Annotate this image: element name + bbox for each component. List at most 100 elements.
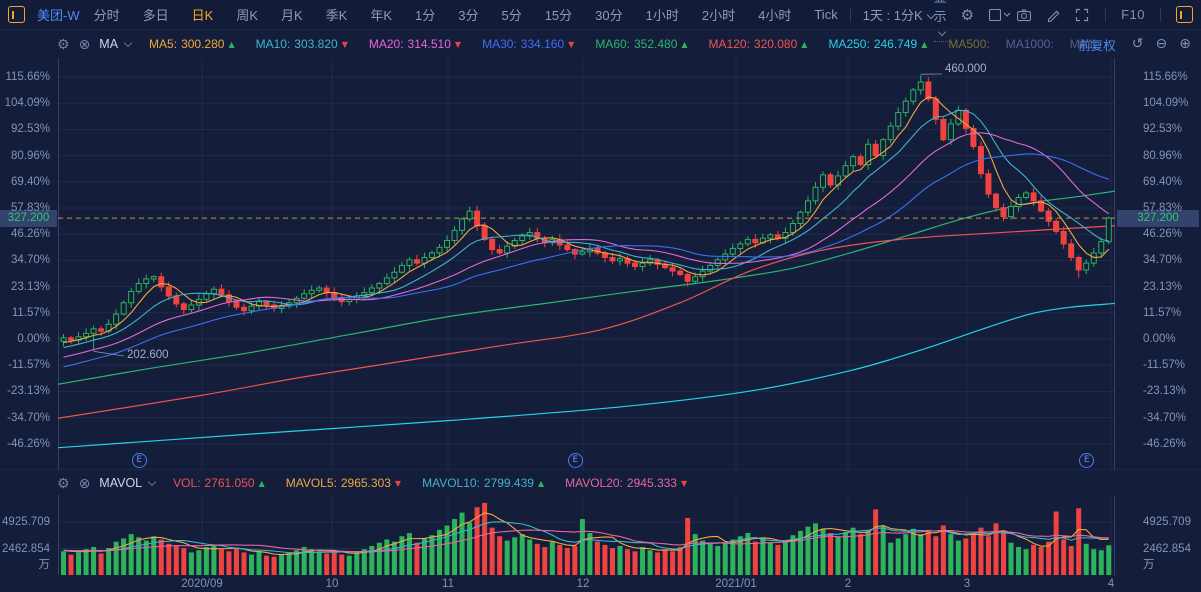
indicator-label: MA500: (948, 37, 990, 51)
indicator-item-MA500[interactable]: MA500: (948, 37, 989, 51)
price-axis-label-left: 57.83% (10, 202, 50, 214)
price-axis-label-left: -11.57% (8, 359, 50, 372)
price-annotation-peak: 460.000 (945, 63, 987, 75)
price-axis-label-right: -34.70% (1143, 411, 1186, 424)
settings-gear-icon[interactable]: ⚙ (960, 5, 975, 24)
earnings-event-marker[interactable]: E (1079, 453, 1095, 468)
symbol-title[interactable]: 美团-W (37, 8, 80, 23)
reset-view-icon[interactable]: ↺ (1131, 36, 1144, 52)
vol-remove-icon[interactable]: ⊗ (78, 474, 91, 491)
earnings-event-marker[interactable]: E (131, 453, 147, 468)
custom-period-selector[interactable]: 1天 : 1分K (862, 5, 935, 24)
indicator-item-MA30[interactable]: MA30: 334.160 ▼ (482, 37, 574, 51)
f10-button[interactable]: F10 (1121, 7, 1145, 22)
toolbar-right: 显示 ⚙ F10 (933, 0, 1193, 42)
indicator-value: 2799.439 (483, 475, 534, 490)
tab-Tick[interactable]: Tick (814, 7, 838, 22)
tab-2小时[interactable]: 2小时 (701, 8, 736, 23)
panel-handle-icon[interactable] (1176, 6, 1193, 23)
tab-1分[interactable]: 1分 (415, 8, 436, 23)
ma60-line (58, 190, 1115, 385)
tab-15分[interactable]: 15分 (544, 8, 573, 23)
trend-down-icon: ▼ (341, 40, 348, 49)
tab-季K[interactable]: 季K (325, 8, 348, 23)
adjust-mode-button[interactable]: 前复权 (1078, 38, 1116, 53)
price-axis-label-right: 23.13% (1143, 280, 1183, 293)
price-axis-label-left: 0.00% (17, 333, 50, 345)
price-axis-label-right: 92.53% (1143, 123, 1183, 136)
indicator-item-MAVOL5[interactable]: MAVOL5: 2965.303 ▼ (286, 476, 401, 490)
indicator-item-MA5[interactable]: MA5: 300.280 ▲ (149, 37, 235, 51)
price-axis-label-left: 92.53% (10, 123, 50, 136)
indicator-item-VOL[interactable]: VOL: 2761.050 ▲ (173, 476, 265, 490)
indicator-label: MA20: (368, 37, 404, 51)
tab-分时[interactable]: 分时 (93, 8, 120, 23)
zoom-out-icon[interactable]: ⊖ (1155, 36, 1168, 52)
earnings-event-marker[interactable]: E (567, 453, 583, 468)
tab-4小时[interactable]: 4小时 (758, 8, 792, 23)
display-menu[interactable]: 显示 (933, 0, 948, 42)
tab-30分[interactable]: 30分 (595, 8, 623, 23)
ma-indicator-bar: ⚙ ⊗ MA MA5: 300.280 ▲ MA10: 303.820 ▼ MA20: 314… (0, 30, 1201, 58)
price-axis-label-left: 115.66% (5, 71, 50, 83)
tab-月K[interactable]: 月K (280, 8, 303, 23)
trend-up-icon: ▲ (921, 40, 928, 49)
indicator-item-MA1[interactable]: MA1: (1070, 37, 1098, 51)
trend-down-icon: ▼ (394, 478, 402, 488)
indicator-item-MA20[interactable]: MA20: 314.510 ▼ (369, 37, 461, 51)
time-axis-label: 11 (442, 578, 454, 590)
ma-bar-right: 前复权 ↺ ⊖ ⊕ (1078, 30, 1191, 58)
layout-select-icon[interactable] (987, 7, 1011, 23)
tab-3分[interactable]: 3分 (458, 8, 479, 23)
ma-indicator-title[interactable]: MA (99, 37, 147, 51)
volume-axis-label-left: 2462.854 (2, 543, 50, 555)
ma-remove-icon[interactable]: ⊗ (78, 36, 91, 52)
price-chart-canvas[interactable] (58, 58, 1115, 470)
indicator-value: 352.480 (634, 37, 678, 51)
panel-handle-icon[interactable] (8, 6, 25, 23)
indicator-label: MA1000: (1005, 37, 1054, 51)
indicator-value: 2965.303 (340, 475, 391, 490)
indicator-item-MA250[interactable]: MA250: 246.749 ▲ (828, 37, 927, 51)
price-axis-label-right: 0.00% (1143, 333, 1176, 345)
period-tabs: 分时 多日 日K 周K 月K 季K 年K 1分 3分 5分 15分 30分 1小时 2小时 4小时 Tick (94, 5, 838, 24)
tab-年K[interactable]: 年K (370, 8, 392, 23)
current-price-tag-right: 327.200 (1117, 209, 1199, 227)
fullscreen-icon[interactable] (1074, 7, 1090, 23)
price-axis-label-right: 46.26% (1143, 228, 1183, 241)
time-axis-label: 2021/01 (715, 578, 757, 590)
mavol20-line (63, 529, 1109, 553)
tab-5分[interactable]: 5分 (501, 8, 522, 23)
divider (1160, 7, 1161, 22)
trend-up-icon: ▲ (258, 478, 265, 488)
custom-period-label: 1天 : 1分K (862, 8, 923, 23)
tab-1小时[interactable]: 1小时 (645, 8, 679, 23)
volume-axis-label-left: 4925.709 (2, 516, 50, 528)
vol-settings-gear-icon[interactable]: ⚙ (57, 474, 70, 491)
top-toolbar: 美团-W 分时 多日 日K 周K 月K 季K 年K 1分 3分 5分 15分 30分 1小时 2小时 4小时… (0, 0, 1201, 42)
ma-settings-gear-icon[interactable]: ⚙ (57, 36, 70, 52)
indicator-item-MAVOL20[interactable]: MAVOL20: 2945.333 ▼ (565, 476, 687, 490)
price-axis-label-left: 69.40% (10, 175, 50, 188)
indicator-item-MA60[interactable]: MA60: 352.480 ▲ (595, 37, 687, 51)
vol-indicator-title[interactable]: MAVOL (99, 476, 171, 490)
chevron-down-icon (123, 38, 133, 48)
tab-周K[interactable]: 周K (236, 8, 258, 23)
indicator-label: MA10: (255, 37, 291, 51)
price-axis-label-left: -34.70% (7, 411, 50, 424)
screenshot-camera-icon[interactable] (1016, 7, 1032, 23)
tab-多日[interactable]: 多日 (142, 8, 169, 23)
indicator-item-MA10[interactable]: MA10: 303.820 ▼ (256, 37, 348, 51)
price-axis-label-right: 80.96% (1143, 149, 1183, 162)
price-axis-label-right: -46.26% (1143, 437, 1186, 450)
tab-日K[interactable]: 日K (191, 8, 214, 23)
draw-pencil-icon[interactable] (1045, 7, 1061, 23)
vol-title-label: MAVOL (99, 475, 143, 490)
volume-chart-canvas[interactable] (58, 495, 1115, 575)
indicator-item-MA1000[interactable]: MA1000: (1006, 37, 1054, 51)
indicator-value: 303.820 (294, 37, 338, 51)
indicator-item-MAVOL10[interactable]: MAVOL10: 2799.439 ▲ (422, 476, 544, 490)
indicator-item-MA120[interactable]: MA120: 320.080 ▲ (709, 37, 808, 51)
zoom-in-icon[interactable]: ⊕ (1179, 36, 1191, 52)
price-axis-label-left: 46.26% (10, 228, 50, 241)
